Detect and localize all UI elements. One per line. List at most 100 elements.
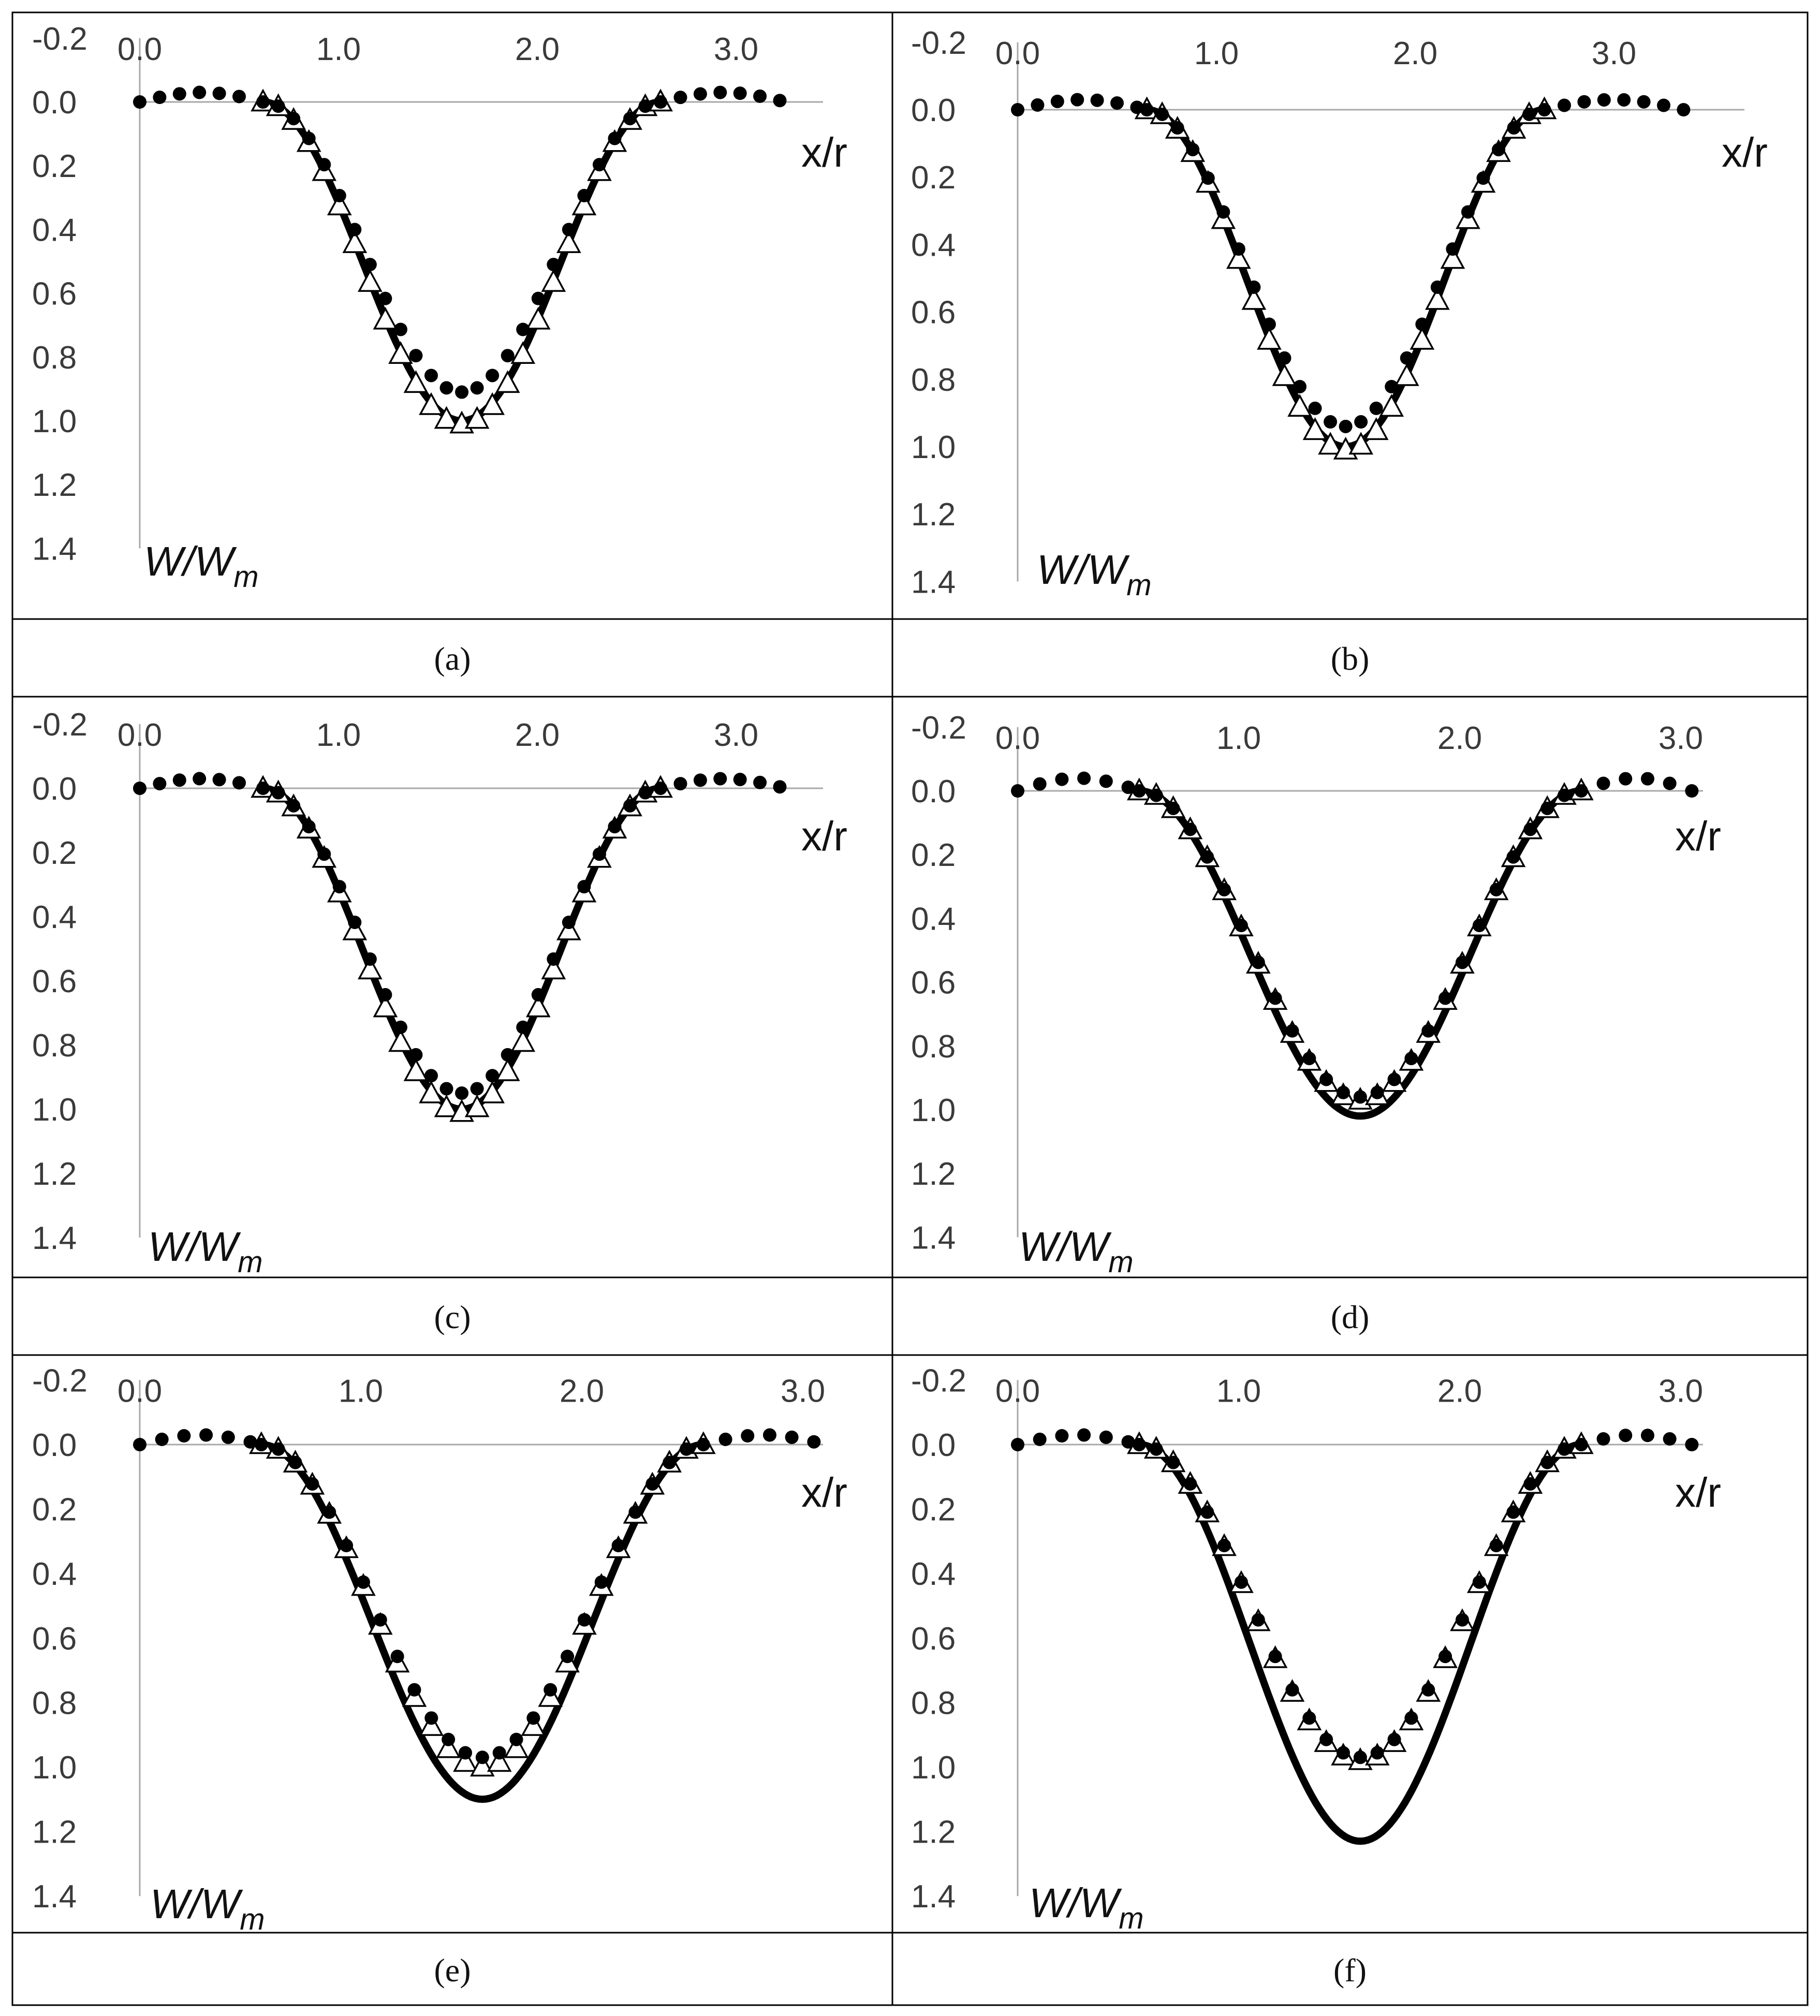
dot-point	[1278, 351, 1291, 365]
dot-point	[1234, 1575, 1248, 1589]
chart-panel-d: -0.2 0.0 0.2 0.4 0.6 0.8 1.0 1.2 1.4 0.0 1.0 2.0 3.0…	[911, 710, 1721, 1335]
dot-point	[1461, 205, 1475, 219]
y-tick-label: 0.6	[32, 964, 77, 999]
dot-point	[1685, 784, 1699, 798]
theory-curve	[259, 98, 665, 424]
dot-point	[486, 369, 500, 382]
y-tick-label: 0.8	[32, 1028, 77, 1064]
triangle-point	[358, 957, 383, 980]
x-tick-label: 2.0	[560, 1373, 604, 1409]
chart-panel-b: -0.2 0.0 0.2 0.4 0.6 0.8 1.0 1.2 1.4 0.0 1.0 2.0 3.0…	[911, 25, 1768, 677]
dot-point	[455, 385, 469, 399]
triangle-point	[342, 917, 368, 940]
dot-point	[501, 349, 515, 363]
dot-point	[1537, 103, 1551, 116]
dot-point	[753, 89, 767, 103]
y-tick-label: 1.4	[911, 1220, 956, 1256]
dot-point	[547, 258, 561, 272]
dot-point	[785, 1430, 799, 1444]
dot-point	[486, 1069, 500, 1083]
dot-point	[133, 782, 146, 795]
dot-point	[1183, 822, 1197, 836]
y-tick-label: 0.6	[911, 1621, 956, 1657]
dot-point	[212, 86, 226, 100]
dot-point	[1200, 1505, 1214, 1519]
dot-point	[1170, 121, 1184, 135]
theory-curve	[259, 785, 665, 1113]
dot-point	[638, 786, 652, 800]
y-axis-title: W/Wm	[150, 1881, 265, 1936]
dot-point	[1099, 774, 1113, 788]
y-tick-label: 1.0	[911, 1093, 956, 1128]
dot-point	[172, 773, 186, 787]
dot-point	[393, 322, 407, 336]
dot-point	[1540, 1455, 1554, 1469]
dot-point	[1663, 1432, 1677, 1446]
triangle-point	[388, 341, 413, 364]
triangle-point	[1241, 287, 1267, 310]
triangle-point	[525, 994, 551, 1018]
dot-point	[1031, 98, 1045, 112]
y-tick-label: 1.2	[911, 497, 956, 533]
dot-point	[807, 1435, 821, 1449]
dot-point	[1308, 401, 1322, 415]
dot-point	[1339, 419, 1353, 433]
y-tick-label: 0.4	[32, 1556, 77, 1592]
triangle-point	[403, 1058, 429, 1081]
dot-point	[1183, 1477, 1197, 1491]
triangle-point	[510, 1029, 536, 1052]
triangle-point	[487, 1749, 512, 1772]
triangle-point	[464, 1094, 490, 1117]
dot-point	[287, 112, 301, 126]
chart-panel-a: -0.2 0.0 0.2 0.4 0.6 0.8 1.0 1.2 1.4 0.0 1.0 2.0 3.0…	[32, 21, 847, 677]
dot-point	[363, 258, 377, 272]
triangle-point	[403, 370, 429, 393]
dot-point	[1132, 784, 1146, 798]
dot-point	[1130, 100, 1144, 114]
y-tick-label: 1.0	[32, 1092, 77, 1128]
dot-point	[673, 91, 687, 105]
dot-point	[332, 880, 346, 894]
dot-point	[1522, 107, 1536, 121]
theory-curve	[1135, 787, 1585, 1120]
dot-point	[654, 782, 668, 795]
dot-point	[1491, 142, 1505, 156]
dot-point	[1430, 280, 1444, 294]
dot-point	[577, 880, 591, 894]
dot-point	[1387, 1072, 1401, 1086]
dot-point	[1455, 955, 1469, 969]
y-axis-title: W/Wm	[148, 1224, 263, 1279]
triangle-point	[556, 230, 581, 253]
dot-point	[1337, 1746, 1351, 1760]
dot-point	[1055, 1429, 1069, 1443]
dot-point	[390, 1650, 404, 1664]
dot-point	[221, 1430, 235, 1444]
x-tick-label: 2.0	[1437, 1373, 1482, 1409]
dot-point	[1110, 96, 1124, 110]
dot-point	[363, 952, 377, 966]
y-tick-label: -0.2	[32, 707, 87, 743]
dot-point	[256, 782, 270, 795]
dot-point	[1302, 1051, 1316, 1065]
y-tick-label: 0.8	[911, 1685, 956, 1721]
y-tick-label: 0.4	[911, 1556, 956, 1592]
dot-point	[1011, 784, 1024, 798]
dot-point	[492, 1746, 506, 1760]
dot-point	[1231, 242, 1245, 256]
dot-point	[439, 1082, 453, 1096]
dot-point	[256, 95, 270, 109]
triangle-point	[1318, 432, 1343, 455]
dot-point	[442, 1732, 456, 1746]
dot-point	[1033, 1432, 1047, 1446]
dot-point	[470, 381, 484, 395]
triangle-point	[541, 957, 566, 980]
y-tick-label: 1.4	[911, 564, 956, 600]
dot-point	[1619, 772, 1633, 786]
dot-point	[623, 112, 637, 126]
x-axis-title: x/r	[801, 813, 847, 859]
triangle-point	[373, 994, 398, 1018]
dot-point	[562, 223, 576, 237]
dot-point	[1369, 401, 1383, 415]
dot-point	[1247, 280, 1261, 294]
